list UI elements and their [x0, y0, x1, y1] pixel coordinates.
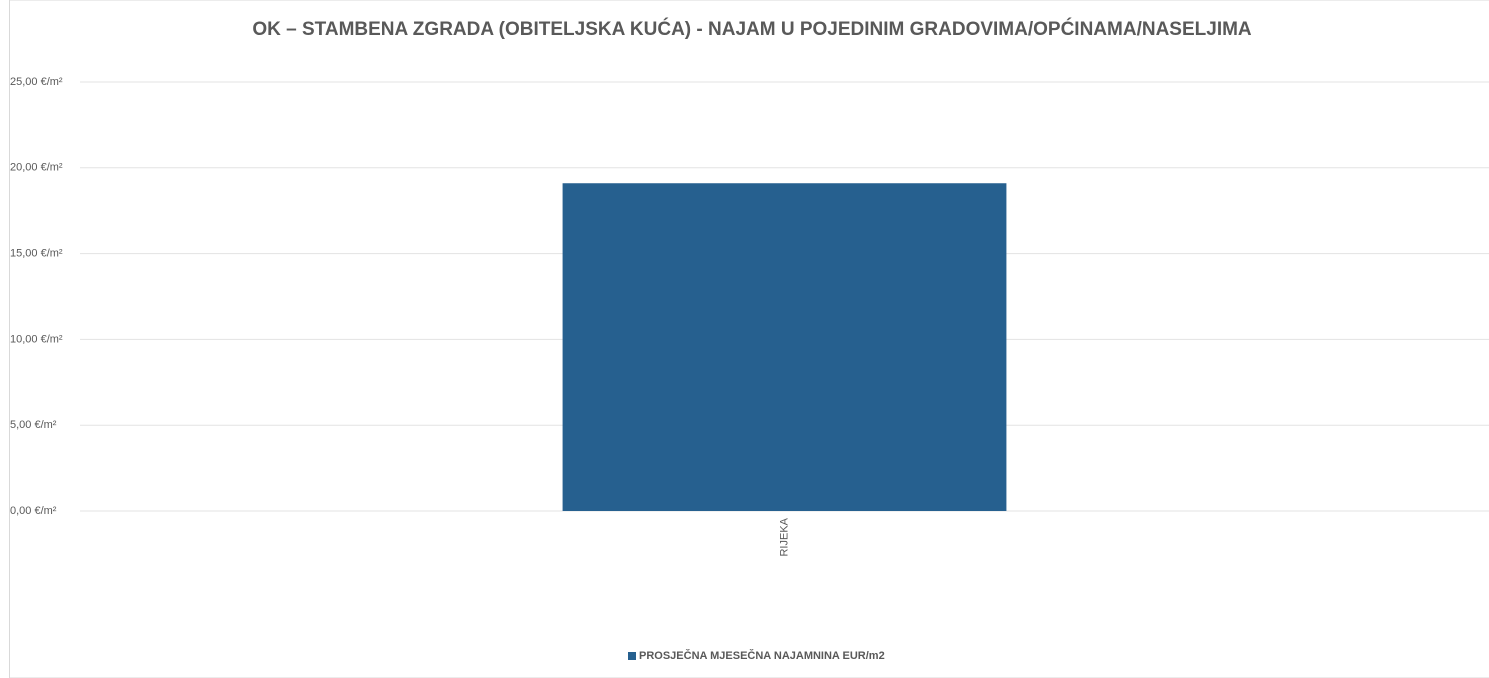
- chart-title: OK – STAMBENA ZGRADA (OBITELJSKA KUĆA) -…: [252, 18, 1252, 40]
- legend-label: PROSJEČNA MJESEČNA NAJAMNINA EUR/m2: [639, 649, 885, 662]
- y-tick-label: 15,00 €/m²: [10, 248, 63, 260]
- y-tick-label: 25,00 €/m²: [10, 76, 63, 88]
- bar: [562, 183, 1007, 511]
- y-tick-label: 10,00 €/m²: [10, 333, 63, 345]
- y-tick-label: 20,00 €/m²: [10, 162, 63, 174]
- y-tick-label: 5,00 €/m²: [10, 419, 57, 431]
- x-tick-label: RIJEKA: [778, 517, 790, 556]
- y-tick-label: 0,00 €/m²: [10, 505, 57, 517]
- legend-swatch: [628, 652, 636, 660]
